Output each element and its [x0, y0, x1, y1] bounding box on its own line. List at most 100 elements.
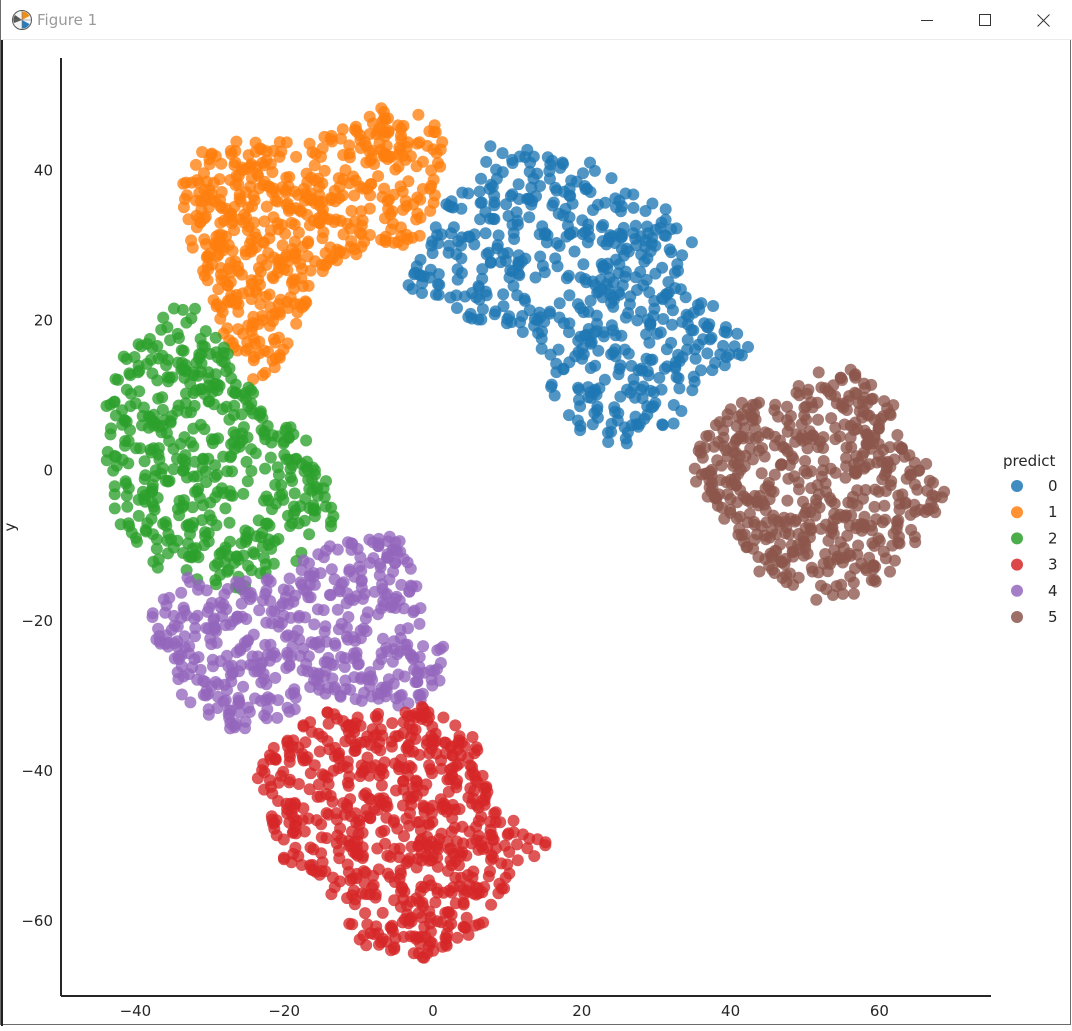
data-point: [738, 535, 750, 548]
data-point: [268, 361, 281, 374]
data-point: [423, 125, 436, 138]
data-point: [477, 793, 490, 806]
data-point: [401, 556, 414, 569]
data-point: [354, 551, 367, 564]
data-point: [442, 864, 454, 877]
data-point: [548, 389, 561, 402]
data-point: [715, 459, 728, 472]
data-point: [472, 829, 485, 842]
data-point: [584, 294, 597, 307]
data-point: [659, 229, 672, 242]
data-point: [473, 185, 486, 198]
data-point: [223, 362, 236, 375]
data-point: [322, 808, 335, 821]
data-point: [435, 228, 448, 241]
data-point: [420, 849, 433, 862]
data-point: [277, 583, 290, 596]
data-point: [420, 738, 433, 751]
data-point: [468, 784, 481, 797]
data-point: [443, 239, 456, 252]
data-point: [197, 499, 210, 512]
data-point: [723, 348, 736, 361]
data-point: [397, 727, 410, 740]
data-point: [280, 630, 292, 643]
data-point: [349, 893, 362, 906]
data-point: [375, 779, 388, 792]
data-point: [451, 931, 464, 944]
legend-label-2: 2: [1048, 529, 1058, 547]
data-point: [516, 326, 529, 338]
title-bar[interactable]: Figure 1: [1, 0, 1072, 40]
data-point: [598, 373, 611, 386]
data-point: [236, 389, 249, 402]
data-point: [294, 500, 307, 513]
data-point: [303, 783, 316, 796]
data-point: [455, 871, 468, 884]
data-point: [237, 487, 250, 500]
maximize-button[interactable]: [956, 0, 1014, 40]
data-point: [909, 536, 922, 549]
data-point: [398, 670, 411, 683]
data-point: [133, 364, 146, 377]
data-point: [646, 197, 659, 210]
data-point: [264, 451, 277, 464]
data-point: [395, 753, 408, 766]
data-point: [732, 348, 745, 360]
data-point: [755, 467, 768, 480]
data-point: [627, 201, 640, 214]
data-point: [705, 331, 718, 344]
data-point: [451, 835, 463, 848]
data-point: [607, 346, 620, 359]
data-point: [244, 180, 257, 193]
data-point: [732, 410, 745, 423]
data-point: [248, 351, 261, 364]
data-point: [125, 387, 137, 400]
data-point: [288, 487, 301, 500]
data-point: [446, 812, 459, 824]
data-point: [851, 484, 864, 497]
data-point: [108, 502, 121, 515]
data-point: [192, 583, 204, 596]
data-point: [610, 253, 622, 266]
data-point: [223, 535, 236, 548]
data-point: [767, 513, 780, 526]
data-point: [271, 711, 284, 724]
data-point: [668, 266, 681, 279]
data-point: [753, 565, 766, 578]
data-point: [267, 817, 279, 830]
data-point: [167, 463, 180, 476]
data-point: [496, 166, 509, 179]
data-point: [112, 373, 124, 386]
data-point: [475, 810, 488, 823]
data-point: [259, 366, 272, 379]
close-icon: [1036, 13, 1050, 27]
data-point: [416, 155, 429, 168]
data-point: [786, 545, 799, 558]
data-point: [489, 305, 502, 318]
data-point: [356, 592, 369, 605]
data-point: [687, 370, 700, 383]
close-button[interactable]: [1014, 0, 1072, 40]
data-point: [218, 544, 231, 557]
data-point: [532, 327, 545, 340]
data-point: [729, 446, 742, 459]
data-point: [270, 829, 283, 842]
data-point: [198, 388, 211, 401]
minimize-button[interactable]: [898, 0, 956, 40]
data-point: [426, 767, 438, 780]
data-point: [848, 386, 861, 399]
data-point: [215, 157, 228, 170]
data-point: [250, 160, 263, 173]
data-point: [853, 405, 866, 418]
data-point: [273, 351, 286, 364]
series-5: [688, 363, 951, 606]
data-point: [199, 325, 212, 338]
data-point: [322, 717, 335, 730]
data-point: [492, 229, 505, 242]
data-point: [676, 249, 689, 262]
data-point: [298, 514, 311, 527]
data-point: [812, 413, 824, 426]
data-point: [446, 798, 459, 811]
data-point: [455, 239, 467, 252]
data-point: [825, 412, 838, 425]
